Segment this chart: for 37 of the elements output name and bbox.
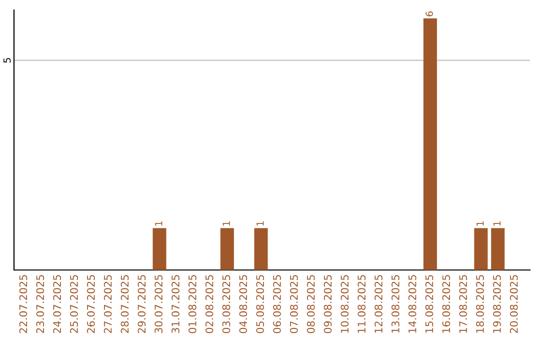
x-tick-label: 09.08.2025 <box>324 275 332 334</box>
x-tick-label: 08.08.2025 <box>306 275 315 334</box>
y-tick-label: 5 <box>4 58 11 63</box>
x-tick-label: 29.07.2025 <box>138 275 146 334</box>
x-tick-label: 31.07.2025 <box>172 275 180 334</box>
x-tick-label: 05.08.2025 <box>256 275 264 334</box>
x-tick-label: 10.08.2025 <box>340 275 349 333</box>
x-tick-label: 25.07.2025 <box>70 275 78 334</box>
x-tick-label: 26.07.2025 <box>86 275 95 334</box>
x-tick-label: 12.08.2025 <box>374 275 382 333</box>
x-tick-label: 17.08.2025 <box>459 275 468 333</box>
x-tick-label: 18.08.2025 <box>476 275 484 333</box>
x-tick-label: 16.08.2025 <box>442 275 450 333</box>
x-tick-label: 23.07.2025 <box>36 275 44 334</box>
x-tick-label: 01.08.2025 <box>188 275 196 334</box>
x-tick-label: 14.08.2025 <box>408 275 416 333</box>
x-tick-label: 13.08.2025 <box>391 275 400 333</box>
data-label: 1 <box>476 221 484 226</box>
data-label: 1 <box>493 221 501 226</box>
x-tick-label: 15.08.2025 <box>425 275 434 333</box>
data-label: 6 <box>426 11 434 16</box>
x-tick-label: 06.08.2025 <box>273 275 281 334</box>
x-tick-label: 28.07.2025 <box>120 275 129 334</box>
x-tick-label: 27.07.2025 <box>104 275 112 334</box>
x-tick-label: 11.08.2025 <box>358 275 366 333</box>
x-tick-label: 20.08.2025 <box>510 275 518 334</box>
x-tick-label: 07.08.2025 <box>290 275 298 334</box>
x-tick-label: 30.07.2025 <box>154 275 163 334</box>
data-label: 1 <box>256 221 264 226</box>
x-tick-label: 02.08.2025 <box>205 275 214 334</box>
x-tick-label: 24.07.2025 <box>53 275 62 334</box>
x-tick-label: 04.08.2025 <box>239 275 248 334</box>
x-tick-label: 19.08.2025 <box>493 275 501 333</box>
data-label: 1 <box>222 221 230 226</box>
data-label: 1 <box>155 221 162 226</box>
x-tick-label: 22.07.2025 <box>19 275 28 334</box>
x-tick-label: 03.08.2025 <box>222 275 230 334</box>
